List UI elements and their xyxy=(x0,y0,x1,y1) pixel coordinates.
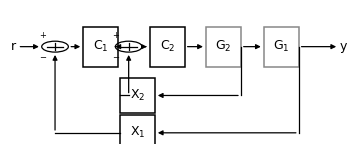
Text: −: − xyxy=(39,54,46,62)
Text: C$_1$: C$_1$ xyxy=(93,39,108,54)
Text: C$_2$: C$_2$ xyxy=(159,39,175,54)
Text: r: r xyxy=(11,40,15,53)
Bar xyxy=(206,27,241,67)
Text: −: − xyxy=(113,54,120,62)
Text: G$_2$: G$_2$ xyxy=(215,39,232,54)
Text: +: + xyxy=(113,31,119,40)
Bar xyxy=(120,78,155,113)
Text: G$_1$: G$_1$ xyxy=(273,39,289,54)
Bar xyxy=(150,27,185,67)
Bar xyxy=(120,115,155,145)
Text: y: y xyxy=(340,40,347,53)
Text: +: + xyxy=(39,31,46,40)
Bar xyxy=(264,27,299,67)
Text: X$_1$: X$_1$ xyxy=(130,125,145,140)
Text: X$_2$: X$_2$ xyxy=(130,88,145,103)
Bar xyxy=(83,27,118,67)
